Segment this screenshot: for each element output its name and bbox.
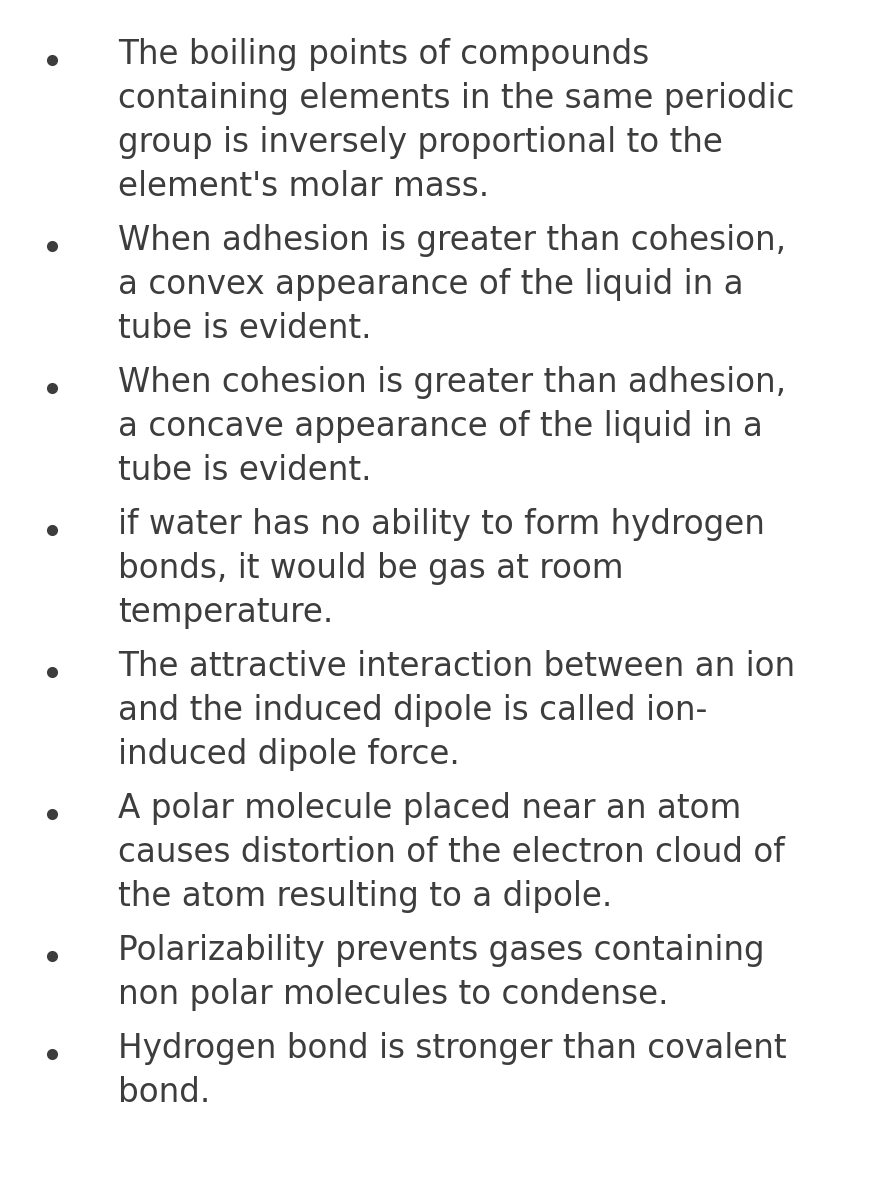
Text: bonds, it would be gas at room: bonds, it would be gas at room	[118, 552, 624, 584]
Text: if water has no ability to form hydrogen: if water has no ability to form hydrogen	[118, 508, 764, 541]
Text: When adhesion is greater than cohesion,: When adhesion is greater than cohesion,	[118, 224, 786, 257]
Text: a concave appearance of the liquid in a: a concave appearance of the liquid in a	[118, 410, 763, 443]
Text: The boiling points of compounds: The boiling points of compounds	[118, 38, 649, 71]
Text: non polar molecules to condense.: non polar molecules to condense.	[118, 978, 668, 1010]
Text: the atom resulting to a dipole.: the atom resulting to a dipole.	[118, 880, 612, 913]
Text: temperature.: temperature.	[118, 596, 334, 629]
Text: Hydrogen bond is stronger than covalent: Hydrogen bond is stronger than covalent	[118, 1032, 787, 1066]
Text: Polarizability prevents gases containing: Polarizability prevents gases containing	[118, 934, 764, 967]
Text: containing elements in the same periodic: containing elements in the same periodic	[118, 82, 795, 115]
Text: bond.: bond.	[118, 1076, 211, 1109]
Text: group is inversely proportional to the: group is inversely proportional to the	[118, 126, 723, 158]
Text: and the induced dipole is called ion-: and the induced dipole is called ion-	[118, 694, 707, 727]
Text: a convex appearance of the liquid in a: a convex appearance of the liquid in a	[118, 268, 744, 301]
Text: tube is evident.: tube is evident.	[118, 454, 371, 487]
Text: When cohesion is greater than adhesion,: When cohesion is greater than adhesion,	[118, 366, 786, 398]
Text: The attractive interaction between an ion: The attractive interaction between an io…	[118, 650, 795, 683]
Text: element's molar mass.: element's molar mass.	[118, 170, 489, 203]
Text: induced dipole force.: induced dipole force.	[118, 738, 459, 770]
Text: A polar molecule placed near an atom: A polar molecule placed near an atom	[118, 792, 741, 826]
Text: causes distortion of the electron cloud of: causes distortion of the electron cloud …	[118, 836, 785, 869]
Text: tube is evident.: tube is evident.	[118, 312, 371, 346]
